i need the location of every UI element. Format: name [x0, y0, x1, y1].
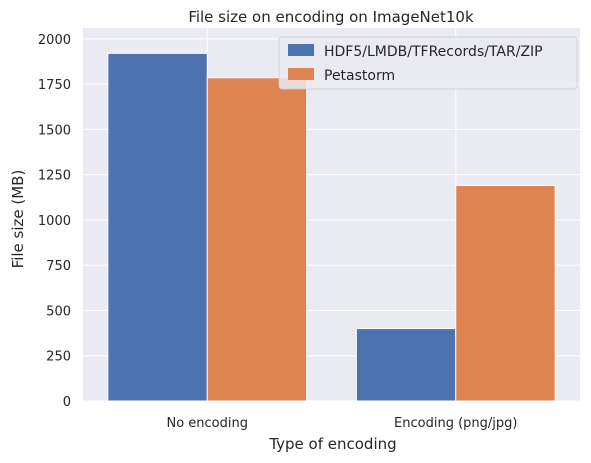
y-tick-label: 500	[46, 304, 71, 319]
legend-label-hdf5: HDF5/LMDB/TFRecords/TAR/ZIP	[324, 44, 543, 60]
y-tick-label: 0	[63, 395, 71, 410]
y-axis-ticks: 0 250 500 750 1000 1250 1500 1750 2000	[38, 33, 71, 410]
y-tick-label: 250	[46, 350, 71, 365]
y-tick-label: 1250	[38, 169, 71, 184]
legend-swatch-hdf5	[288, 44, 314, 56]
x-axis-ticks: No encoding Encoding (png/jpg)	[166, 416, 517, 431]
bars	[107, 52, 556, 402]
legend-swatch-petastorm	[288, 68, 314, 80]
x-tick-label: Encoding (png/jpg)	[394, 416, 517, 431]
y-tick-label: 1750	[38, 78, 71, 93]
x-tick-label: No encoding	[166, 416, 248, 431]
legend-label-petastorm: Petastorm	[324, 68, 395, 84]
y-axis-label: File size (MB)	[9, 170, 27, 269]
y-tick-label: 1500	[38, 123, 71, 138]
y-tick-label: 750	[46, 259, 71, 274]
x-axis-label: Type of encoding	[268, 435, 396, 453]
legend: HDF5/LMDB/TFRecords/TAR/ZIP Petastorm	[278, 36, 578, 90]
bar-petastorm-1	[455, 185, 556, 402]
bar-petastorm-0	[206, 77, 308, 402]
y-tick-label: 1000	[38, 214, 71, 229]
chart-title: File size on encoding on ImageNet10k	[188, 8, 474, 26]
bar-hdf5-0	[107, 52, 208, 402]
legend-box	[278, 36, 578, 90]
bar-hdf5-1	[355, 328, 457, 402]
y-tick-label: 2000	[38, 33, 71, 48]
